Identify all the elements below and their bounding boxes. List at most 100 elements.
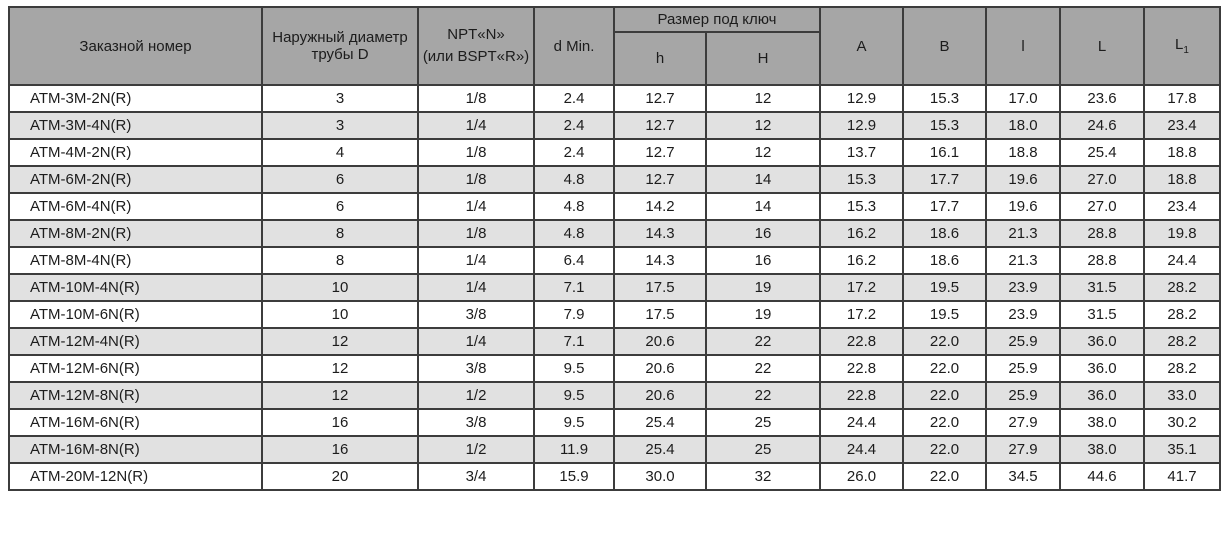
value-cell: 32 xyxy=(705,462,821,491)
value-cell: 12.9 xyxy=(819,111,904,140)
value-cell: 2.4 xyxy=(533,111,615,140)
value-cell: 12.7 xyxy=(613,84,707,113)
table-row: ATM-20M-12N(R) 20 3/4 15.9 30.0 32 26.0 22.0 34.… xyxy=(8,462,1221,491)
value-cell: 15.3 xyxy=(902,111,987,140)
table-row: ATM-12M-6N(R) 12 3/8 9.5 20.6 22 22.8 22.0 25.9 3… xyxy=(8,354,1221,383)
value-cell: 34.5 xyxy=(985,462,1061,491)
table-row: ATM-12M-4N(R) 12 1/4 7.1 20.6 22 22.8 22.0 25.9 3… xyxy=(8,327,1221,356)
value-cell: 1/2 xyxy=(417,435,535,464)
value-cell: 25 xyxy=(705,435,821,464)
order-number-cell: ATM-6M-4N(R) xyxy=(8,192,263,221)
table-row: ATM-4M-2N(R) 4 1/8 2.4 12.7 12 13.7 16.1 18.8 25.… xyxy=(8,138,1221,167)
value-cell: 14 xyxy=(705,192,821,221)
value-cell: 12 xyxy=(705,84,821,113)
value-cell: 22 xyxy=(705,327,821,356)
value-cell: 36.0 xyxy=(1059,381,1145,410)
value-cell: 24.4 xyxy=(819,408,904,437)
value-cell: 17.8 xyxy=(1143,84,1221,113)
header-order-number: Заказной номер xyxy=(8,6,263,86)
value-cell: 20.6 xyxy=(613,354,707,383)
value-cell: 36.0 xyxy=(1059,354,1145,383)
value-cell: 19.5 xyxy=(902,273,987,302)
value-cell: 8 xyxy=(261,219,419,248)
value-cell: 3/8 xyxy=(417,408,535,437)
value-cell: 12.9 xyxy=(819,84,904,113)
value-cell: 7.1 xyxy=(533,273,615,302)
value-cell: 18.6 xyxy=(902,246,987,275)
value-cell: 15.3 xyxy=(819,192,904,221)
value-cell: 10 xyxy=(261,300,419,329)
order-number-cell: ATM-4M-2N(R) xyxy=(8,138,263,167)
value-cell: 27.0 xyxy=(1059,165,1145,194)
value-cell: 17.2 xyxy=(819,273,904,302)
table-row: ATM-3M-4N(R) 3 1/4 2.4 12.7 12 12.9 15.3 18.0 24.… xyxy=(8,111,1221,140)
order-number-cell: ATM-3M-4N(R) xyxy=(8,111,263,140)
value-cell: 20 xyxy=(261,462,419,491)
value-cell: 1/4 xyxy=(417,246,535,275)
table-row: ATM-10M-6N(R) 10 3/8 7.9 17.5 19 17.2 19.5 23.9 3… xyxy=(8,300,1221,329)
value-cell: 22 xyxy=(705,381,821,410)
value-cell: 27.9 xyxy=(985,435,1061,464)
value-cell: 23.4 xyxy=(1143,192,1221,221)
header-a: A xyxy=(819,6,904,86)
value-cell: 16.1 xyxy=(902,138,987,167)
value-cell: 22.0 xyxy=(902,435,987,464)
value-cell: 2.4 xyxy=(533,138,615,167)
value-cell: 7.1 xyxy=(533,327,615,356)
value-cell: 12.7 xyxy=(613,165,707,194)
value-cell: 4.8 xyxy=(533,165,615,194)
value-cell: 22.0 xyxy=(902,327,987,356)
value-cell: 23.9 xyxy=(985,300,1061,329)
header-thread: NPT«N» (или BSPT«R») xyxy=(417,6,535,86)
value-cell: 7.9 xyxy=(533,300,615,329)
table-row: ATM-12M-8N(R) 12 1/2 9.5 20.6 22 22.8 22.0 25.9 3… xyxy=(8,381,1221,410)
value-cell: 15.3 xyxy=(902,84,987,113)
value-cell: 22.8 xyxy=(819,354,904,383)
order-number-cell: ATM-10M-6N(R) xyxy=(8,300,263,329)
value-cell: 12 xyxy=(705,111,821,140)
value-cell: 3/4 xyxy=(417,462,535,491)
value-cell: 25.4 xyxy=(1059,138,1145,167)
value-cell: 12 xyxy=(705,138,821,167)
header-outer-diameter: Наружный диаметр трубы D xyxy=(261,6,419,86)
value-cell: 16.2 xyxy=(819,246,904,275)
value-cell: 41.7 xyxy=(1143,462,1221,491)
value-cell: 12 xyxy=(261,381,419,410)
header-l-lower: l xyxy=(985,6,1061,86)
value-cell: 12.7 xyxy=(613,138,707,167)
table-row: ATM-6M-4N(R) 6 1/4 4.8 14.2 14 15.3 17.7 19.6 27.… xyxy=(8,192,1221,221)
value-cell: 3 xyxy=(261,111,419,140)
value-cell: 8 xyxy=(261,246,419,275)
value-cell: 38.0 xyxy=(1059,408,1145,437)
value-cell: 33.0 xyxy=(1143,381,1221,410)
value-cell: 17.5 xyxy=(613,273,707,302)
value-cell: 25.9 xyxy=(985,354,1061,383)
value-cell: 12 xyxy=(261,327,419,356)
header-l-upper: L xyxy=(1059,6,1145,86)
value-cell: 27.9 xyxy=(985,408,1061,437)
value-cell: 14.3 xyxy=(613,246,707,275)
table-row: ATM-3M-2N(R) 3 1/8 2.4 12.7 12 12.9 15.3 17.0 23.… xyxy=(8,84,1221,113)
header-l1-base: L xyxy=(1175,36,1184,53)
value-cell: 6 xyxy=(261,165,419,194)
dimensions-table: Заказной номер Наружный диаметр трубы D … xyxy=(8,6,1221,491)
value-cell: 21.3 xyxy=(985,219,1061,248)
value-cell: 18.0 xyxy=(985,111,1061,140)
order-number-cell: ATM-12M-8N(R) xyxy=(8,381,263,410)
value-cell: 1/2 xyxy=(417,381,535,410)
value-cell: 15.3 xyxy=(819,165,904,194)
value-cell: 9.5 xyxy=(533,381,615,410)
value-cell: 17.7 xyxy=(902,165,987,194)
value-cell: 30.2 xyxy=(1143,408,1221,437)
value-cell: 25.9 xyxy=(985,327,1061,356)
header-d-min: d Min. xyxy=(533,6,615,86)
value-cell: 44.6 xyxy=(1059,462,1145,491)
value-cell: 23.9 xyxy=(985,273,1061,302)
value-cell: 18.8 xyxy=(1143,138,1221,167)
value-cell: 14.3 xyxy=(613,219,707,248)
value-cell: 1/4 xyxy=(417,192,535,221)
order-number-cell: ATM-16M-6N(R) xyxy=(8,408,263,437)
value-cell: 22 xyxy=(705,354,821,383)
value-cell: 1/4 xyxy=(417,327,535,356)
value-cell: 18.6 xyxy=(902,219,987,248)
